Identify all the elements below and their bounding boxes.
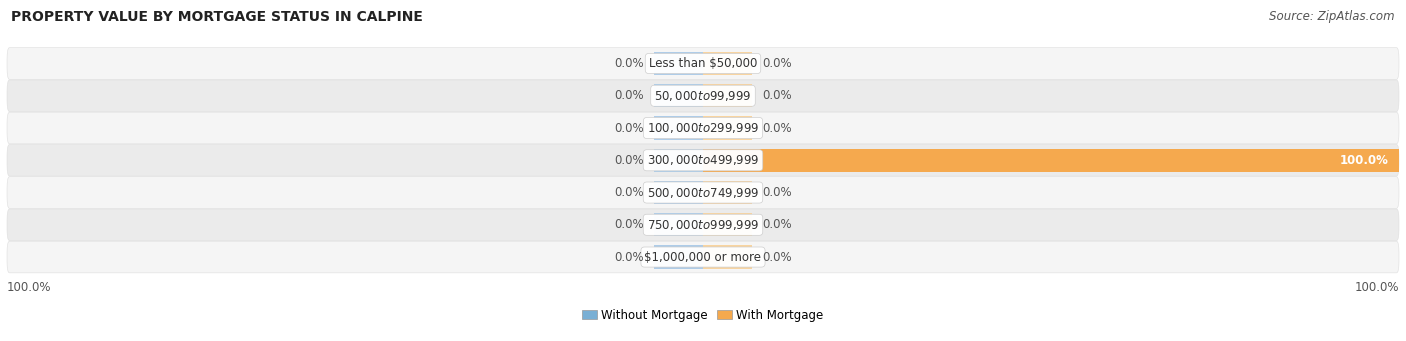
Text: 0.0%: 0.0% [762, 186, 792, 199]
Text: PROPERTY VALUE BY MORTGAGE STATUS IN CALPINE: PROPERTY VALUE BY MORTGAGE STATUS IN CAL… [11, 10, 423, 24]
Bar [703, 116, 752, 139]
FancyBboxPatch shape [7, 48, 1399, 79]
Bar [654, 52, 703, 75]
Text: 0.0%: 0.0% [614, 186, 644, 199]
Bar [654, 246, 703, 269]
FancyBboxPatch shape [7, 145, 1399, 176]
Text: 0.0%: 0.0% [762, 57, 792, 70]
Bar [654, 213, 703, 236]
Bar [703, 84, 752, 107]
Text: 0.0%: 0.0% [762, 218, 792, 231]
Text: 100.0%: 100.0% [7, 281, 52, 294]
FancyBboxPatch shape [7, 241, 1399, 273]
Text: $750,000 to $999,999: $750,000 to $999,999 [647, 218, 759, 232]
FancyBboxPatch shape [7, 177, 1399, 208]
Bar [703, 213, 752, 236]
Text: $100,000 to $299,999: $100,000 to $299,999 [647, 121, 759, 135]
Text: Source: ZipAtlas.com: Source: ZipAtlas.com [1270, 10, 1395, 23]
Text: 0.0%: 0.0% [614, 218, 644, 231]
Bar [703, 181, 752, 204]
Text: $500,000 to $749,999: $500,000 to $749,999 [647, 186, 759, 199]
Text: 0.0%: 0.0% [762, 89, 792, 102]
Text: Less than $50,000: Less than $50,000 [648, 57, 758, 70]
FancyBboxPatch shape [7, 209, 1399, 241]
Text: 0.0%: 0.0% [614, 154, 644, 167]
Text: $50,000 to $99,999: $50,000 to $99,999 [654, 89, 752, 103]
Text: 100.0%: 100.0% [1340, 154, 1389, 167]
Bar [654, 149, 703, 172]
Bar [654, 84, 703, 107]
Bar [703, 52, 752, 75]
Text: $1,000,000 or more: $1,000,000 or more [644, 251, 762, 264]
Bar [703, 149, 1399, 172]
Text: $300,000 to $499,999: $300,000 to $499,999 [647, 153, 759, 167]
Text: 0.0%: 0.0% [762, 251, 792, 264]
Bar [703, 246, 752, 269]
Legend: Without Mortgage, With Mortgage: Without Mortgage, With Mortgage [578, 304, 828, 326]
Bar [654, 181, 703, 204]
Text: 0.0%: 0.0% [614, 121, 644, 134]
Text: 100.0%: 100.0% [1354, 281, 1399, 294]
Text: 0.0%: 0.0% [614, 251, 644, 264]
FancyBboxPatch shape [7, 112, 1399, 144]
Bar [654, 116, 703, 139]
Text: 0.0%: 0.0% [762, 121, 792, 134]
Text: 0.0%: 0.0% [614, 57, 644, 70]
Text: 0.0%: 0.0% [614, 89, 644, 102]
FancyBboxPatch shape [7, 80, 1399, 112]
